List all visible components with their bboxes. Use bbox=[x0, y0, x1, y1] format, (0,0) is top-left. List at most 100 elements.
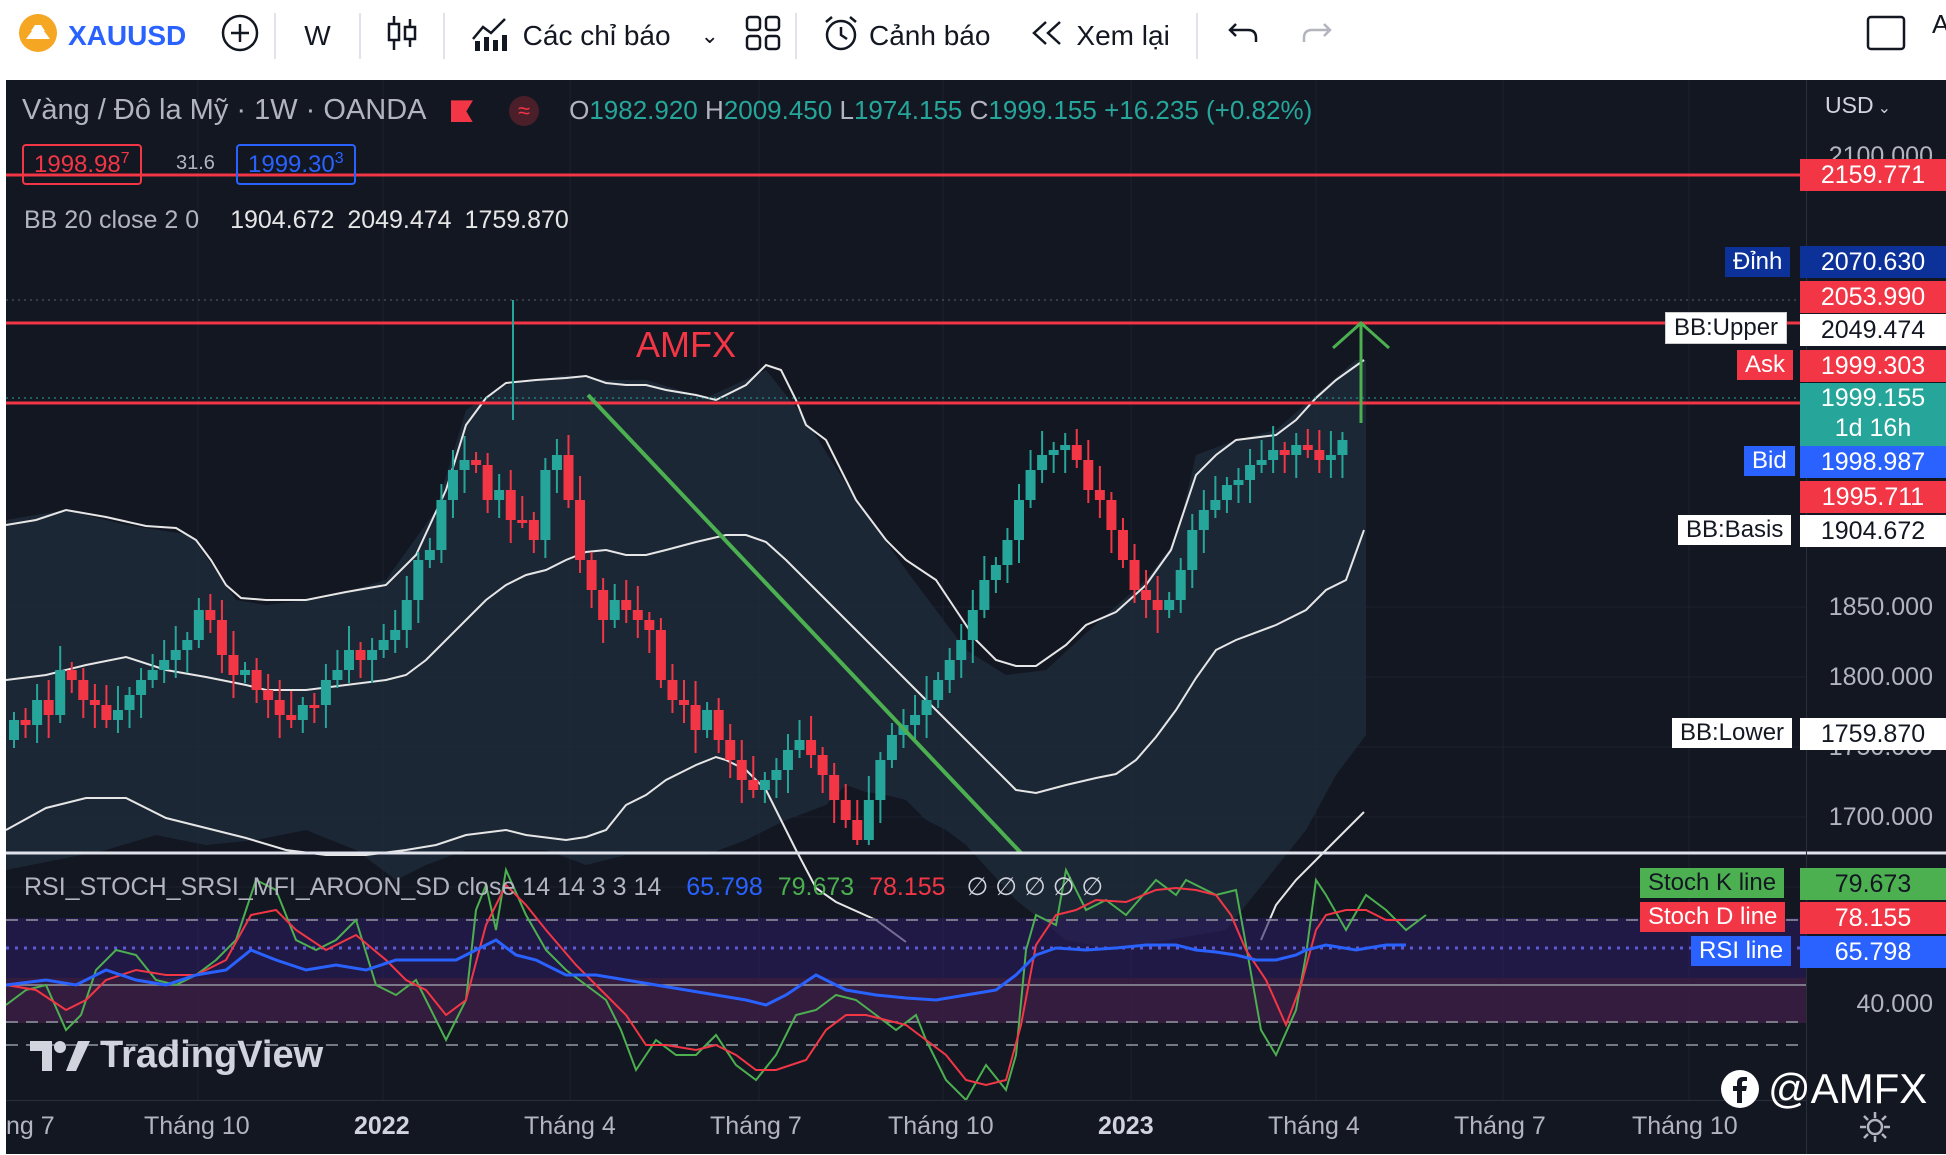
candle-body bbox=[66, 670, 77, 680]
candle-body bbox=[378, 640, 389, 650]
bb-basis-line bbox=[6, 529, 1365, 795]
x-tick: Tháng 4 bbox=[524, 1112, 616, 1140]
low-label: L bbox=[839, 95, 854, 125]
candle-body bbox=[679, 700, 689, 705]
indicators-label: Các chỉ báo bbox=[522, 20, 671, 51]
price-label-2053: 2053.990 bbox=[1800, 281, 1946, 313]
redo-button[interactable] bbox=[1300, 0, 1334, 72]
y-tick: 1800.000 bbox=[1828, 663, 1933, 691]
stoch-d-label: 78.155 bbox=[1800, 902, 1946, 934]
candle-body bbox=[632, 610, 643, 620]
oscillator-legend[interactable]: RSI_STOCH_SRSI_MFI_AROON_SD close 14 14 … bbox=[24, 872, 1103, 902]
candle-body bbox=[367, 650, 378, 660]
candle-body bbox=[725, 740, 736, 760]
x-tick: Tháng 4 bbox=[1268, 1112, 1360, 1140]
add-circle-icon bbox=[220, 13, 260, 60]
price-label-bid: 1998.987 bbox=[1800, 446, 1946, 478]
price-chart[interactable]: AMFX bbox=[6, 80, 1946, 1154]
candle-body bbox=[1187, 530, 1198, 570]
facebook-icon bbox=[1721, 1070, 1759, 1108]
social-watermark: @AMFX bbox=[1720, 1065, 1927, 1113]
fullscreen-button[interactable] bbox=[1866, 0, 1906, 72]
candle-body bbox=[1325, 455, 1336, 460]
candle-body bbox=[297, 705, 308, 720]
candle-body bbox=[840, 800, 851, 820]
candle-body bbox=[863, 800, 874, 840]
sell-price-button[interactable]: 1998.987 bbox=[22, 144, 142, 185]
chart-area[interactable]: AMFX Vàng / Đô la Mỹ · 1W · OANDA ≈ O198… bbox=[6, 80, 1946, 1154]
indicators-button[interactable]: Các chỉ báo ⌄ bbox=[469, 0, 719, 72]
sell-price: 1998.98 bbox=[34, 151, 121, 178]
candle-body bbox=[875, 760, 886, 800]
x-tick: Tháng 7 bbox=[1454, 1112, 1546, 1140]
candle-body bbox=[390, 630, 401, 640]
chevron-down-icon[interactable]: ⌄ bbox=[700, 23, 719, 48]
candle-body bbox=[1025, 470, 1036, 500]
watermark-text: AMFX bbox=[636, 324, 736, 365]
rsi-label: 65.798 bbox=[1800, 936, 1946, 968]
truncated-label: A bbox=[1932, 8, 1946, 39]
top-toolbar: XAUUSD W Các chỉ báo ⌄ Cảnh báo bbox=[0, 0, 1946, 72]
interval-button[interactable]: W bbox=[304, 0, 330, 72]
chart-title[interactable]: Vàng / Đô la Mỹ · 1W · OANDA bbox=[22, 94, 425, 126]
candle-body bbox=[124, 695, 135, 710]
chart-legend: Vàng / Đô la Mỹ · 1W · OANDA ≈ O1982.920… bbox=[22, 94, 1312, 127]
currency-selector[interactable]: USD ⌄ bbox=[1825, 92, 1891, 119]
candle-body bbox=[713, 710, 724, 740]
bb-lower-line-2 bbox=[1260, 811, 1365, 941]
tradingview-logo[interactable]: TradingView bbox=[30, 1034, 323, 1077]
tv-logo-icon bbox=[30, 1040, 90, 1071]
stoch-d-tag: Stoch D line bbox=[1640, 902, 1786, 932]
candle-body bbox=[794, 740, 805, 750]
candle-body bbox=[251, 670, 262, 690]
candle-body bbox=[736, 760, 747, 780]
price-label-bb-upper: 2049.474 bbox=[1800, 314, 1946, 346]
replay-label: Xem lại bbox=[1076, 20, 1170, 51]
candle-body bbox=[598, 590, 609, 620]
trend-line[interactable] bbox=[586, 393, 1023, 855]
compare-button[interactable] bbox=[220, 0, 260, 72]
replay-button[interactable]: Xem lại bbox=[1030, 0, 1170, 72]
candle-body bbox=[459, 460, 470, 470]
chart-type-button[interactable] bbox=[385, 0, 419, 72]
rsi-tag: RSI line bbox=[1691, 936, 1792, 966]
stoch-k-tag: Stoch K line bbox=[1640, 868, 1785, 898]
redo-icon bbox=[1300, 18, 1334, 55]
time-axis[interactable] bbox=[6, 1100, 1806, 1155]
candle-body bbox=[1245, 465, 1256, 480]
candle-body bbox=[9, 720, 19, 740]
candle-body bbox=[829, 775, 840, 800]
high-label: H bbox=[705, 95, 724, 125]
candle-body bbox=[240, 670, 251, 675]
alert-button[interactable]: Cảnh báo bbox=[821, 0, 990, 72]
candle-body bbox=[274, 700, 285, 715]
candle-body bbox=[424, 550, 435, 560]
candle-body bbox=[1175, 570, 1186, 600]
price-axis[interactable]: USD⌄ 2100.000 1850.000 1800.000 1750.000… bbox=[1806, 80, 1946, 1154]
bb-legend[interactable]: BB 20 close 2 0 1904.672 2049.474 1759.8… bbox=[24, 206, 569, 235]
candle-body bbox=[89, 700, 100, 705]
settings-gear-icon[interactable] bbox=[1858, 1110, 1892, 1149]
candle-body bbox=[667, 680, 678, 700]
buy-price-button[interactable]: 1999.303 bbox=[236, 144, 356, 185]
candle-body bbox=[447, 470, 458, 500]
osc-rsi-value: 65.798 bbox=[686, 873, 763, 901]
layout-button[interactable] bbox=[745, 0, 781, 72]
candle-body bbox=[575, 500, 586, 560]
candle-body bbox=[1314, 450, 1325, 460]
candle-body bbox=[20, 720, 31, 725]
candle-body bbox=[1279, 450, 1290, 455]
candle-body bbox=[1198, 510, 1209, 530]
bollinger-band-fill bbox=[6, 360, 1366, 950]
symbol-search[interactable]: XAUUSD bbox=[18, 0, 186, 72]
candle-body bbox=[286, 715, 297, 720]
wave-icon[interactable]: ≈ bbox=[509, 96, 540, 127]
bb-title: BB 20 close 2 0 bbox=[24, 206, 200, 234]
candle-body bbox=[228, 655, 239, 675]
undo-button[interactable] bbox=[1226, 0, 1260, 72]
candle-body bbox=[1094, 490, 1105, 500]
interval-label: W bbox=[304, 20, 331, 51]
candle-body bbox=[182, 640, 193, 650]
bb-basis-value: 1904.672 bbox=[230, 206, 335, 234]
currency-label: USD bbox=[1825, 92, 1874, 118]
